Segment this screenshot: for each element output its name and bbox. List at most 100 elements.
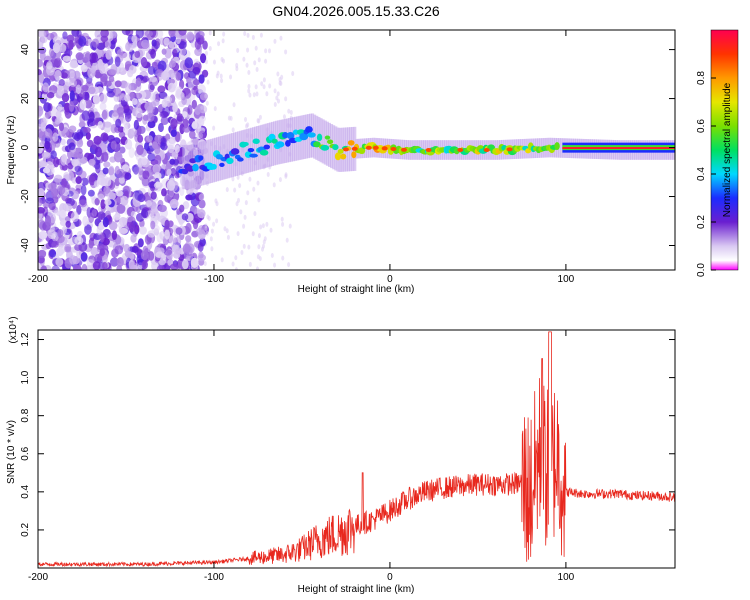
spectrogram-cell (102, 217, 109, 228)
spectrogram-cell (118, 131, 126, 139)
spectrogram-cell (212, 125, 216, 131)
spectrogram-cell (284, 96, 288, 102)
spectrogram-cell (151, 203, 160, 214)
spectrogram-cell (101, 261, 108, 270)
spectrogram-cell (247, 84, 251, 90)
spectrogram-cell (103, 185, 111, 195)
spectrogram-cell (286, 132, 295, 140)
spectrogram-cell (75, 84, 82, 95)
spectrogram-cell (185, 222, 192, 234)
spectrogram-cell (110, 257, 119, 267)
spectrogram-cell (57, 85, 65, 96)
spectrogram-cell (97, 121, 104, 129)
spectrogram-cell (280, 216, 284, 222)
spectrogram-cell (99, 102, 107, 111)
spectrogram-cell (285, 140, 291, 147)
spectrogram-cell (73, 152, 82, 159)
spectrogram-cell (283, 118, 287, 164)
spectrogram-cell (334, 152, 342, 161)
spectrogram-cell (248, 176, 252, 182)
spectrogram-cell (255, 266, 259, 270)
spectrogram-cell (125, 42, 131, 52)
spectrogram-peak (351, 146, 358, 151)
spectrogram-cell (123, 108, 133, 116)
spectrogram-cell (147, 230, 156, 238)
spectrogram-cell (159, 110, 169, 119)
spectrogram-cell (103, 161, 111, 168)
spectrogram-cell (278, 77, 282, 83)
colorbar: 0.0 0.2 0.4 0.6 0.8 Normalized spectral ampl… (696, 29, 739, 277)
spectrogram-cell (275, 95, 279, 101)
spectrogram-cell (68, 142, 76, 151)
spectrogram-cell (56, 246, 64, 257)
spectrogram-cell (54, 69, 62, 81)
spectrogram-cell (38, 90, 41, 99)
spectrogram-cell (39, 50, 46, 61)
spectrogram-cell (91, 38, 100, 48)
spectrogram-cell (53, 156, 60, 168)
spectrogram-cell (231, 176, 235, 182)
spectrogram-cell (554, 142, 560, 151)
spectrogram-cell (144, 30, 154, 37)
spectrogram-cell (128, 223, 136, 233)
spectrogram-cell (154, 154, 162, 166)
spectrogram-cell (261, 246, 265, 252)
spectrogram-cell (323, 120, 327, 165)
spectrogram-cell (115, 118, 122, 128)
spectrogram-cell (38, 249, 47, 259)
spectrogram-cell (150, 220, 156, 230)
spectrogram-cell (337, 148, 344, 154)
spectrogram-cell (245, 123, 249, 129)
spectrogram-cell (108, 221, 118, 231)
spectrogram-cell (131, 98, 138, 105)
spectrogram-cell (87, 189, 95, 197)
spectrogram-cell (147, 152, 156, 162)
spectrogram-cell (74, 236, 84, 245)
spectrogram-cell (75, 52, 84, 61)
spectrogram-cell (78, 35, 87, 47)
spectrogram-cell (140, 57, 148, 68)
spectrogram-cell (217, 41, 221, 47)
spectrogram-cell (84, 224, 92, 235)
spectrogram-cell (139, 226, 147, 235)
spectrogram-cell (105, 177, 112, 187)
spectrogram-cell (289, 109, 293, 115)
spectrogram-cell (54, 117, 61, 125)
spectrogram-cell (219, 162, 225, 167)
y-tick-label: 0.8 (20, 408, 31, 422)
spectrogram-cell (51, 240, 59, 248)
spectrogram-cell (174, 145, 180, 154)
spectrogram-cell (63, 48, 73, 57)
figure-title: GN04.2026.005.15.33.C26 (272, 3, 440, 19)
spectrogram-cell (191, 86, 199, 96)
spectrogram-cell (276, 91, 280, 97)
spectrogram-cell (164, 219, 170, 230)
spectrogram-cell (273, 262, 277, 268)
spectrogram-cell (211, 138, 215, 183)
spectrogram-cell (324, 135, 331, 140)
spectrogram-cell (78, 199, 88, 208)
spectrogram-cell (185, 194, 193, 201)
spectrogram-cell (205, 230, 209, 236)
spectrogram-cell (178, 40, 187, 49)
spectrogram-cell (281, 255, 285, 261)
spectrogram-cell (95, 86, 104, 93)
spectrogram-cell (198, 130, 206, 139)
spectrogram-cell (239, 130, 243, 175)
spectrogram-cell (235, 201, 239, 207)
spectrogram-cell (197, 84, 206, 95)
spectrogram-cell (251, 231, 255, 237)
spectrogram-cell (186, 251, 194, 262)
spectrogram-cell (92, 111, 100, 120)
spectrogram-cell (38, 231, 48, 240)
spectrogram-cell (248, 92, 252, 98)
spectrogram-cell (194, 106, 202, 116)
spectrogram-cell (204, 225, 208, 231)
spectrogram-cell (197, 142, 201, 187)
spectrogram-cell (264, 58, 268, 64)
spectrogram-cell (258, 114, 262, 120)
x-tick-label: -100 (204, 572, 224, 583)
spectrogram-cell (46, 91, 55, 99)
spectrogram-cell (204, 50, 208, 56)
spectrogram-cell (164, 47, 172, 59)
